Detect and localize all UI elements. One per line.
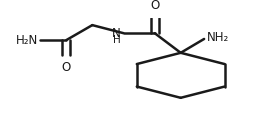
Text: H₂N: H₂N (15, 34, 38, 47)
Text: NH₂: NH₂ (207, 31, 229, 44)
Text: H: H (113, 35, 120, 45)
Text: N: N (112, 27, 120, 40)
Text: O: O (62, 61, 71, 74)
Text: O: O (150, 0, 159, 12)
